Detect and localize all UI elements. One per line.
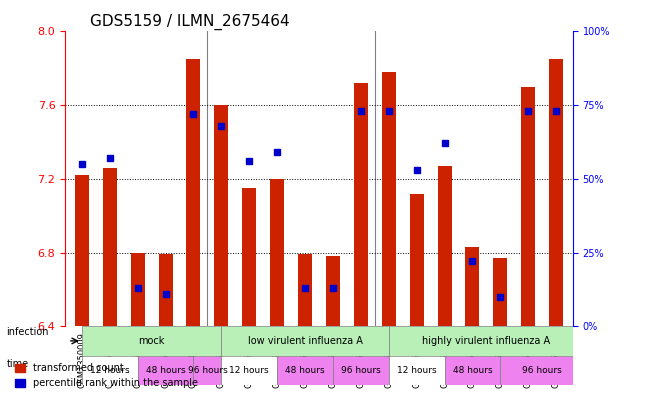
Text: 12 hours: 12 hours <box>90 366 130 375</box>
Bar <box>437 166 452 326</box>
Bar <box>333 356 389 385</box>
Text: low virulent influenza A: low virulent influenza A <box>247 336 363 346</box>
Bar <box>186 59 201 326</box>
Bar <box>549 59 563 326</box>
Bar <box>277 356 333 385</box>
Bar <box>214 105 229 326</box>
Text: mock: mock <box>139 336 165 346</box>
Text: 12 hours: 12 hours <box>397 366 436 375</box>
Bar <box>493 258 507 326</box>
Bar <box>159 254 173 326</box>
Text: infection: infection <box>7 327 49 337</box>
Bar <box>221 326 389 356</box>
Text: 48 hours: 48 hours <box>146 366 186 375</box>
Bar <box>521 87 535 326</box>
Bar <box>82 326 221 356</box>
Text: GDS5159 / ILMN_2675464: GDS5159 / ILMN_2675464 <box>90 14 290 30</box>
Bar <box>221 356 277 385</box>
Text: time: time <box>7 359 29 369</box>
Legend: transformed count, percentile rank within the sample: transformed count, percentile rank withi… <box>11 360 202 392</box>
Bar <box>242 188 256 326</box>
Text: 12 hours: 12 hours <box>229 366 269 375</box>
Bar <box>409 194 424 326</box>
Text: 48 hours: 48 hours <box>452 366 492 375</box>
Bar <box>354 83 368 326</box>
Bar <box>326 256 340 326</box>
Bar <box>137 356 193 385</box>
Bar <box>389 356 445 385</box>
Text: 96 hours: 96 hours <box>341 366 381 375</box>
Bar <box>465 247 479 326</box>
Bar <box>82 356 137 385</box>
Bar <box>270 179 284 326</box>
Bar <box>501 356 584 385</box>
Text: highly virulent influenza A: highly virulent influenza A <box>422 336 551 346</box>
Bar <box>131 253 145 326</box>
Bar <box>193 356 221 385</box>
Bar <box>298 254 312 326</box>
Bar <box>389 326 584 356</box>
Text: 48 hours: 48 hours <box>285 366 325 375</box>
Bar <box>381 72 396 326</box>
Bar <box>445 356 501 385</box>
Text: 96 hours: 96 hours <box>187 366 227 375</box>
Text: 96 hours: 96 hours <box>522 366 562 375</box>
Bar <box>75 175 89 326</box>
Bar <box>103 168 117 326</box>
